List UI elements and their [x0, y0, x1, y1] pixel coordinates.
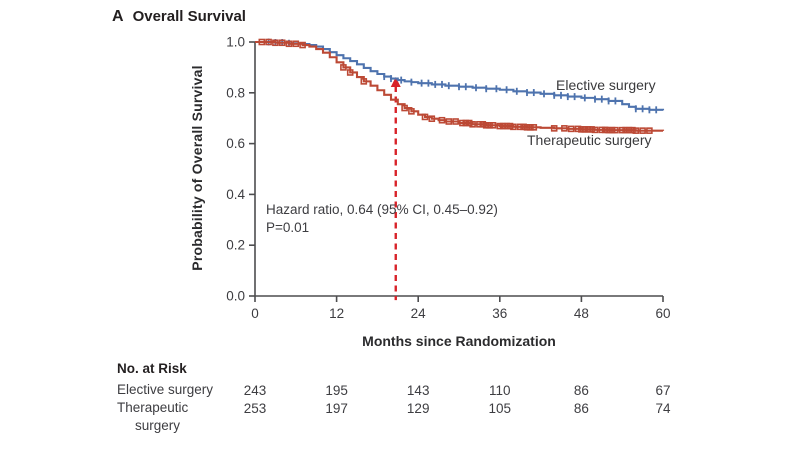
- censor-mark-therapeutic: [401, 104, 408, 112]
- censor-mark-therapeutic: [523, 124, 531, 131]
- censor-mark-therapeutic: [625, 126, 633, 134]
- censor-mark-therapeutic: [530, 124, 538, 131]
- censor-mark-therapeutic: [629, 126, 636, 134]
- risk-row-label-therapeutic-line2: surgery: [135, 418, 181, 433]
- hazard-ratio-line: Hazard ratio, 0.64 (95% CI, 0.45–0.92): [266, 202, 498, 217]
- p-value-line: P=0.01: [266, 220, 310, 235]
- censor-mark-therapeutic: [516, 123, 524, 131]
- censor-mark-therapeutic: [292, 40, 300, 48]
- censor-mark-therapeutic: [465, 119, 473, 127]
- censor-mark-therapeutic: [285, 40, 293, 48]
- censor-mark-therapeutic: [258, 38, 266, 46]
- x-tick-label: 0: [251, 306, 259, 321]
- censor-mark-therapeutic: [479, 120, 487, 128]
- x-tick-label: 36: [492, 306, 507, 321]
- censor-mark-therapeutic: [567, 125, 575, 133]
- censor-mark-therapeutic: [598, 126, 606, 134]
- y-tick-label: 0.4: [226, 187, 245, 202]
- panel-letter: A: [112, 8, 124, 25]
- censor-mark-therapeutic: [601, 126, 609, 134]
- risk-row-label-elective: Elective surgery: [117, 382, 214, 397]
- censor-mark-therapeutic: [408, 108, 415, 115]
- risk-value: 253: [243, 401, 267, 416]
- censor-mark-therapeutic: [581, 126, 589, 133]
- censor-mark-therapeutic: [428, 115, 436, 123]
- censor-mark-therapeutic: [612, 126, 619, 134]
- censor-mark-therapeutic: [265, 38, 272, 46]
- y-tick-label: 0.2: [226, 238, 245, 253]
- censor-mark-therapeutic: [445, 118, 453, 125]
- censor-mark-therapeutic: [622, 126, 629, 134]
- risk-value: 86: [573, 401, 589, 416]
- censor-mark-therapeutic: [438, 116, 446, 124]
- censor-mark-therapeutic: [574, 125, 582, 133]
- risk-value: 129: [406, 401, 430, 416]
- curve-therapeutic: [255, 40, 665, 132]
- risk-value: 110: [489, 383, 511, 398]
- censor-mark-therapeutic: [591, 126, 599, 134]
- censor-mark-therapeutic: [608, 126, 616, 134]
- x-tick-label: 48: [574, 306, 589, 321]
- x-axis-label: Months since Randomization: [362, 333, 556, 349]
- censor-mark-therapeutic: [503, 122, 510, 130]
- censor-mark-therapeutic: [272, 39, 279, 47]
- risk-value: 195: [325, 383, 348, 398]
- x-tick-label: 24: [411, 306, 427, 321]
- censor-mark-therapeutic: [476, 120, 483, 128]
- censor-mark-therapeutic: [561, 125, 568, 132]
- censor-mark-therapeutic: [278, 39, 286, 47]
- censor-mark-therapeutic: [421, 113, 429, 121]
- y-tick-label: 1.0: [226, 35, 245, 50]
- legend-elective-surgery: Elective surgery: [556, 77, 656, 93]
- censor-mark-therapeutic: [618, 126, 626, 134]
- censor-mark-therapeutic: [550, 125, 558, 132]
- censor-mark-therapeutic: [459, 119, 466, 127]
- x-tick-label: 12: [329, 306, 344, 321]
- risk-row-label-therapeutic-line1: Therapeutic: [117, 400, 189, 415]
- risk-table-header: No. at Risk: [117, 361, 187, 376]
- reference-arrowhead: [390, 77, 401, 88]
- risk-value: 143: [406, 383, 430, 398]
- risk-value: 243: [243, 383, 267, 398]
- censor-mark-therapeutic: [588, 126, 595, 133]
- censor-mark-therapeutic: [346, 69, 354, 76]
- censor-mark-therapeutic: [496, 122, 504, 130]
- legend-therapeutic-surgery: Therapeutic surgery: [527, 132, 652, 148]
- risk-value: 86: [573, 383, 589, 398]
- censor-mark-therapeutic: [482, 122, 490, 129]
- y-tick-label: 0.8: [226, 85, 245, 100]
- censor-mark-therapeutic: [452, 118, 459, 125]
- risk-value: 197: [325, 401, 348, 416]
- censor-mark-therapeutic: [469, 120, 476, 128]
- censor-mark-therapeutic: [510, 123, 517, 131]
- censor-mark-therapeutic: [486, 122, 493, 129]
- censor-mark-therapeutic: [527, 124, 534, 131]
- censor-mark-therapeutic: [360, 78, 368, 85]
- censor-mark-therapeutic: [605, 126, 612, 134]
- censor-mark-therapeutic: [646, 127, 653, 134]
- censor-mark-therapeutic: [632, 127, 640, 134]
- censor-mark-therapeutic: [499, 122, 507, 130]
- censor-mark-therapeutic: [520, 123, 527, 131]
- y-tick-label: 0.0: [226, 289, 245, 304]
- censor-mark-therapeutic: [340, 64, 347, 71]
- risk-value: 105: [488, 401, 512, 416]
- censor-mark-therapeutic: [639, 127, 646, 134]
- censor-mark-therapeutic: [299, 41, 306, 49]
- hazard-ratio-annotation: Hazard ratio, 0.64 (95% CI, 0.45–0.92) P…: [266, 201, 498, 237]
- risk-value: 67: [655, 383, 671, 398]
- censor-mark-therapeutic: [584, 126, 592, 133]
- censor-mark-therapeutic: [489, 122, 497, 129]
- panel-title: A Overall Survival: [112, 8, 246, 26]
- censor-mark-therapeutic: [578, 126, 585, 133]
- x-tick-label: 60: [655, 306, 670, 321]
- risk-value: 74: [655, 401, 671, 416]
- panel-title-text: Overall Survival: [132, 8, 246, 25]
- y-tick-label: 0.6: [226, 136, 245, 151]
- censor-mark-therapeutic: [462, 119, 470, 127]
- censor-mark-therapeutic: [506, 122, 514, 130]
